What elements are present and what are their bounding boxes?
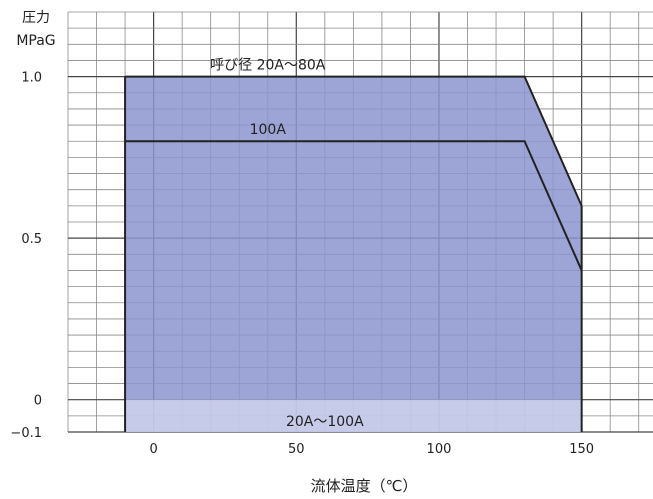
x-tick-label: 150 bbox=[569, 442, 594, 457]
x-tick-label: 50 bbox=[288, 442, 305, 457]
operating-area bbox=[125, 76, 582, 432]
y-tick-label: 1.0 bbox=[21, 71, 42, 86]
y-axis-title-line-2: MPaG bbox=[16, 33, 55, 49]
series-label-20a-80a: 呼び径 20A～80A bbox=[210, 58, 326, 74]
y-tick-label: −0.1 bbox=[10, 426, 42, 441]
x-tick-label: 100 bbox=[427, 442, 452, 457]
series-lines bbox=[124, 75, 583, 432]
y-tick-label: 0 bbox=[34, 394, 42, 409]
lower-band-label: 20A～100A bbox=[286, 414, 364, 430]
x-tick-label: 0 bbox=[149, 442, 157, 457]
y-axis-title-line-1: 圧力 bbox=[22, 10, 50, 26]
operating-area-fill bbox=[125, 76, 582, 400]
series-line-1 bbox=[125, 75, 583, 207]
series-line-2 bbox=[125, 140, 583, 271]
lower-band-fill bbox=[125, 399, 582, 432]
series-label-100a: 100A bbox=[250, 122, 287, 138]
labels: 圧力 MPaG 流体温度（℃） 呼び径 20A～80A 100A 20A～100… bbox=[10, 10, 594, 495]
x-axis-title: 流体温度（℃） bbox=[311, 477, 418, 495]
y-tick-label: 0.5 bbox=[21, 232, 42, 247]
